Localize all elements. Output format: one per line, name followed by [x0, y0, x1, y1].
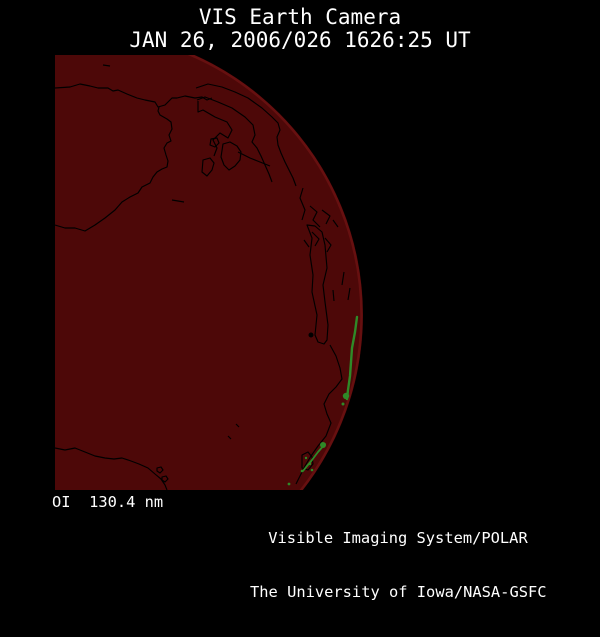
aurora-coast-streak — [302, 443, 326, 472]
coastline-archipelago-1 — [299, 187, 306, 221]
earth-limb-fringe — [187, 55, 363, 490]
earth-image-area — [55, 55, 363, 490]
coastline-tiny-island-1 — [156, 466, 164, 474]
credit-block: Visible Imaging System/POLAR The Univers… — [250, 493, 547, 637]
image-title: VIS Earth Camera — [198, 5, 402, 29]
aurora-dot — [287, 482, 291, 486]
earth-disk — [55, 55, 363, 490]
coastline-coast-island-loop — [301, 451, 314, 471]
aurora-dot — [308, 462, 312, 466]
coastline-limb-dash-1 — [341, 271, 345, 286]
aurora-dot — [304, 456, 308, 460]
coastline-small-dash-1 — [235, 423, 240, 428]
coastline-coast-diagonal — [237, 151, 271, 167]
aurora-dot — [310, 468, 314, 472]
image-timestamp: JAN 26, 2006/026 1626:25 UT — [129, 28, 471, 52]
coastline-tiny-island-2 — [161, 475, 169, 483]
vis-earth-camera-frame: VIS Earth Camera JAN 26, 2006/026 1626:2… — [52, 5, 547, 601]
credit-instrument: Visible Imaging System/POLAR — [268, 529, 528, 547]
coastline-bay-hook — [197, 101, 233, 157]
wavelength-label: OI 130.4 nm — [52, 493, 164, 511]
coastline-archipelago-7 — [303, 239, 310, 248]
aurora-blob — [342, 392, 350, 400]
coastline-southwest-coast — [55, 447, 168, 490]
coastline-small-dash-2 — [227, 435, 232, 440]
aurora-dot — [300, 469, 304, 473]
coastline-archipelago-5 — [311, 231, 320, 247]
aurora-blob — [320, 442, 326, 448]
coastline-top-dash — [102, 64, 111, 67]
credit-institution: The University of Iowa/NASA-GSFC — [250, 583, 547, 601]
coastline-inland-dash — [171, 199, 185, 203]
island-fill — [308, 332, 314, 338]
coastline-archipelago-4 — [332, 219, 339, 228]
coastline-limb-coast-outer — [195, 83, 297, 187]
coastline-island-b — [220, 141, 242, 171]
coastline-limb-coast-inner — [196, 96, 273, 183]
earth-uv-image — [55, 55, 363, 490]
coastline-south-coast — [295, 344, 343, 485]
coastline-long-island-loop — [306, 224, 329, 345]
coastline-archipelago-2 — [309, 205, 321, 228]
coastline-island-a — [209, 137, 220, 148]
coastline-limb-dash-2 — [347, 287, 351, 301]
coastline-limb-dash-3 — [332, 289, 335, 302]
coastline-peninsula-coast — [55, 106, 173, 232]
coastline-island-c — [201, 157, 215, 177]
coastline-archipelago-3 — [321, 209, 331, 225]
aurora-dot — [341, 402, 345, 406]
coastline-north-coast — [55, 83, 213, 108]
coastline-archipelago-6 — [324, 237, 332, 253]
aurora-limb-streak — [345, 315, 359, 401]
